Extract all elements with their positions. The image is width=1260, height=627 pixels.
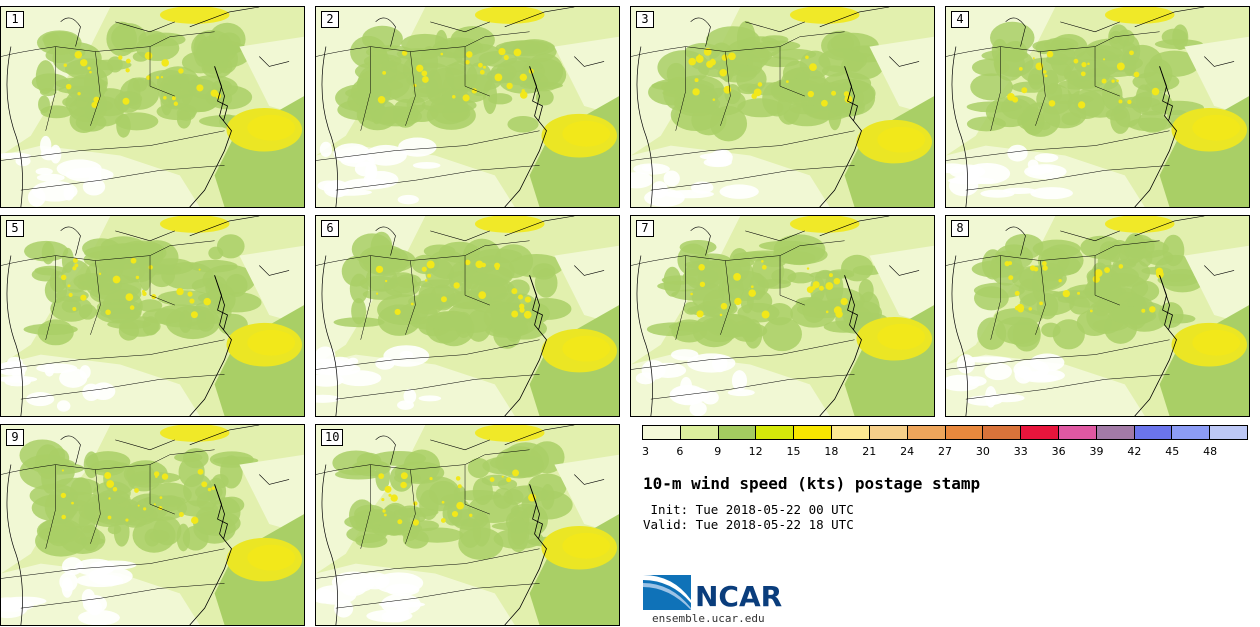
map-5 xyxy=(1,216,304,416)
colorbar-tick-label: 45 xyxy=(1165,445,1180,458)
stamp-panel: 3 xyxy=(630,6,935,208)
colorbar-tick-label: 36 xyxy=(1051,445,1066,458)
colorbar-segment xyxy=(643,426,681,439)
init-time: Init: Tue 2018-05-22 00 UTC xyxy=(643,502,854,517)
map-7 xyxy=(631,216,934,416)
colorbar-tick-label: 30 xyxy=(975,445,990,458)
colorbar-tick-label: 6 xyxy=(676,445,684,458)
colorbar-segment xyxy=(1134,426,1173,439)
stamp-panel: 5 xyxy=(0,215,305,417)
panel-number: 8 xyxy=(951,220,969,237)
map-1 xyxy=(1,7,304,207)
panel-number: 10 xyxy=(321,429,344,446)
colorbar-tick-label: 3 xyxy=(642,445,649,458)
map-3 xyxy=(631,7,934,207)
colorbar-segment xyxy=(1172,426,1211,439)
colorbar-tick-label: 18 xyxy=(824,445,839,458)
colorbar-segment xyxy=(794,426,833,439)
map-4 xyxy=(946,7,1249,207)
map-6 xyxy=(316,216,619,416)
colorbar-segment xyxy=(983,426,1022,439)
panel-number: 4 xyxy=(951,11,969,28)
colorbar-tick-label: 15 xyxy=(786,445,801,458)
panel-number: 9 xyxy=(6,429,24,446)
ncar-url: ensemble.ucar.edu xyxy=(652,612,765,625)
chart-title: 10-m wind speed (kts) postage stamp xyxy=(643,474,981,493)
panel-number: 7 xyxy=(636,220,654,237)
valid-time: Valid: Tue 2018-05-22 18 UTC xyxy=(643,517,854,532)
panel-number: 2 xyxy=(321,11,339,28)
stamp-panel: 6 xyxy=(315,215,620,417)
map-2 xyxy=(316,7,619,207)
colorbar-tick-label: 27 xyxy=(938,445,952,458)
colorbar xyxy=(642,425,1248,440)
colorbar-segment xyxy=(1058,426,1097,439)
colorbar-segment xyxy=(869,426,908,439)
colorbar-tick-label: 33 xyxy=(1013,445,1028,458)
stamp-panel: 7 xyxy=(630,215,935,417)
panel-number: 3 xyxy=(636,11,654,28)
colorbar-tick-label: 24 xyxy=(900,445,915,458)
colorbar-segment xyxy=(832,426,870,439)
stamp-panel: 9 xyxy=(0,424,305,626)
colorbar-segment xyxy=(718,426,757,439)
stamp-panel: 2 xyxy=(315,6,620,208)
colorbar-tick-label: 12 xyxy=(748,445,763,458)
colorbar-tick-label: 48 xyxy=(1203,445,1218,458)
map-10 xyxy=(316,425,619,625)
colorbar-segment xyxy=(756,426,795,439)
colorbar-segment xyxy=(1021,426,1059,439)
ncar-logo-icon xyxy=(643,575,691,610)
colorbar-tick-label: 42 xyxy=(1127,445,1142,458)
panel-number: 6 xyxy=(321,220,339,237)
stamp-panel: 10 xyxy=(315,424,620,626)
colorbar-segment xyxy=(945,426,984,439)
stamp-panel: 8 xyxy=(945,215,1250,417)
ncar-logo-text: NCAR xyxy=(695,580,783,613)
panel-number: 5 xyxy=(6,220,24,237)
panel-number: 1 xyxy=(6,11,24,28)
map-8 xyxy=(946,216,1249,416)
colorbar-tick-label: 39 xyxy=(1089,445,1104,458)
colorbar-tick-label: 9 xyxy=(714,445,722,458)
colorbar-segment xyxy=(907,426,946,439)
colorbar-segment xyxy=(680,426,719,439)
stamp-panel: 4 xyxy=(945,6,1250,208)
colorbar-ticks: 3 6 9 12 15 18 21 24 27 30 33 36 39 42 45 48 xyxy=(642,445,1248,459)
colorbar-segment xyxy=(1210,426,1247,439)
colorbar-tick-label: 21 xyxy=(862,445,877,458)
stamp-panel: 1 xyxy=(0,6,305,208)
map-9 xyxy=(1,425,304,625)
colorbar-segment xyxy=(1096,426,1135,439)
